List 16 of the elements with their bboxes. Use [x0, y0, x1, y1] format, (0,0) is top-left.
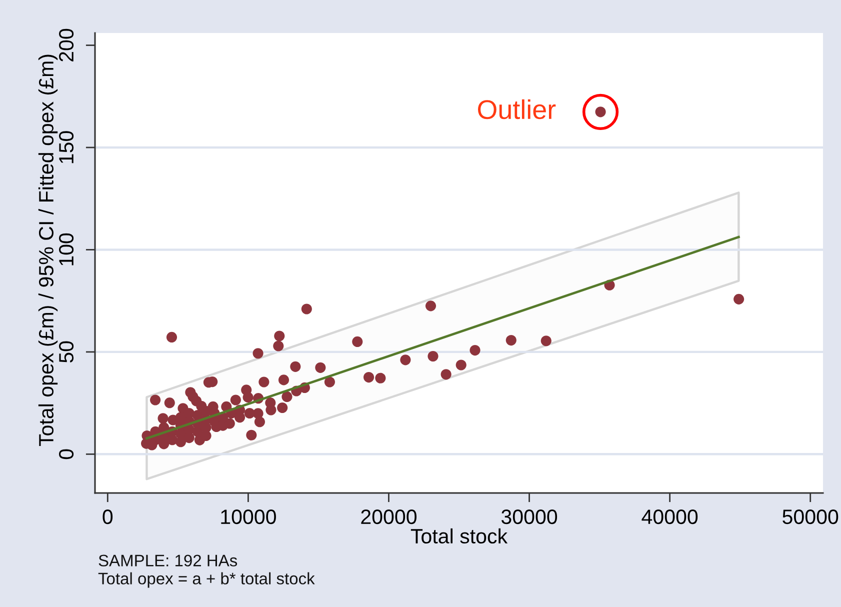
y-tick-label: 0	[59, 449, 74, 460]
y-tick-label: 50	[59, 341, 74, 363]
x-tick-label: 10000	[221, 510, 276, 524]
x-tick-label: 50000	[782, 510, 838, 524]
y-tick-label: 100	[59, 233, 74, 266]
y-tick-label: 200	[59, 28, 74, 62]
text: SAMPLE: 192 HAs	[98, 554, 238, 566]
x-tick-label: 30000	[501, 510, 558, 524]
x-axis-title: Total stock	[410, 528, 508, 544]
annotation: Outlier	[478, 99, 556, 120]
text: Total opex = a + b* total stock	[98, 572, 315, 588]
y-axis-title: Total opex (£m) / 95% CI / Fitted opex (£m)	[38, 54, 58, 446]
y-tick-label: 150	[59, 131, 74, 164]
x-tick-label: 20000	[361, 510, 417, 524]
x-tick-label: 40000	[642, 510, 698, 524]
x-tick-label: 0	[102, 510, 113, 524]
